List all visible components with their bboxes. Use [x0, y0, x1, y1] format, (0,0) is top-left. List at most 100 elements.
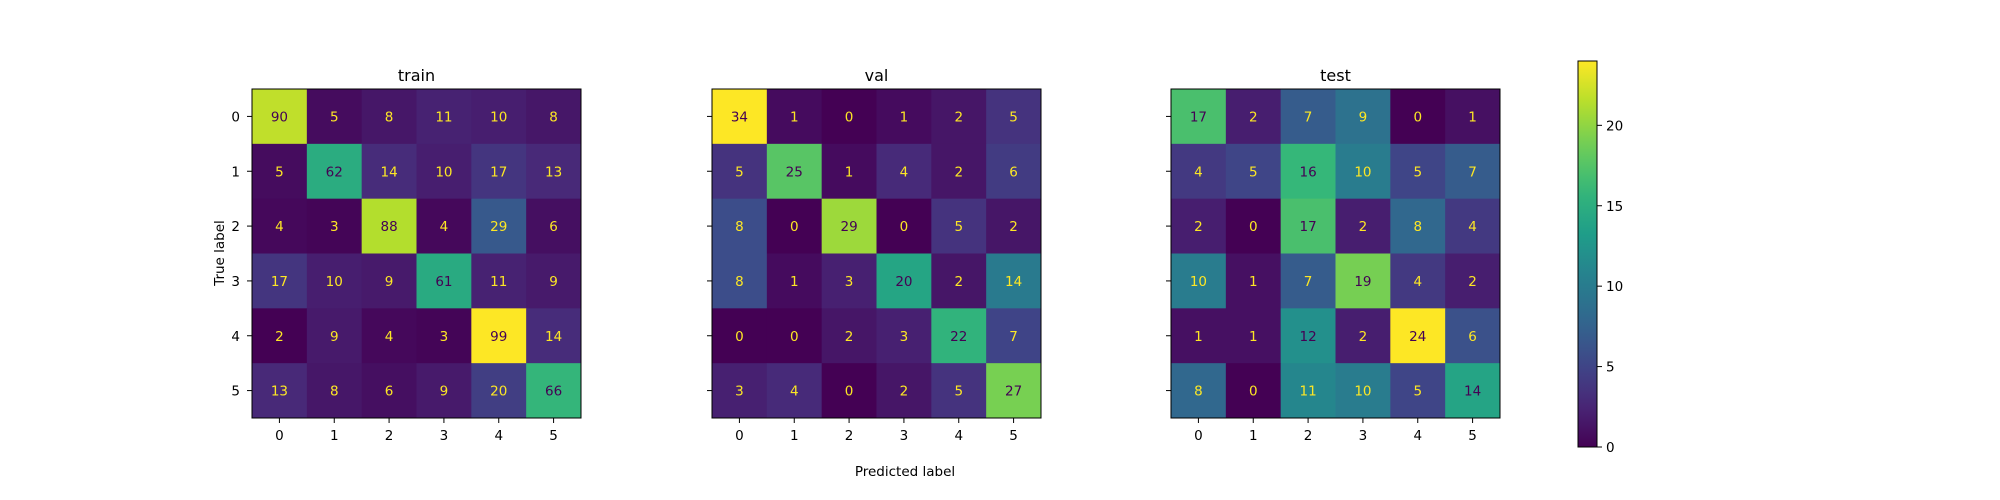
- matrix-cell: [252, 198, 308, 254]
- cell-value-label: 6: [385, 384, 394, 400]
- matrix-cell: [361, 143, 417, 200]
- matrix-cell: [1390, 89, 1446, 145]
- cell-value-label: 62: [326, 164, 343, 180]
- matrix-cell: [712, 253, 768, 309]
- matrix-cell: [416, 143, 472, 200]
- matrix-cell: [361, 308, 417, 364]
- matrix-cell: [416, 198, 472, 254]
- cell-value-label: 4: [275, 219, 284, 235]
- cell-value-label: 20: [895, 274, 912, 290]
- x-tick-label: 4: [494, 428, 503, 444]
- matrix-cell: [1280, 308, 1336, 364]
- x-tick-label: 1: [330, 428, 339, 444]
- confusion-matrix-val: 34 1 0 1 2 55 25 1 4 2 68 0 29 0 5 28 1 3 20 2 140 0 2 3 22 73 4 0 2…: [707, 66, 1042, 444]
- x-tick-label: 1: [790, 428, 799, 444]
- matrix-cell: [1225, 143, 1282, 200]
- cell-value-label: 1: [790, 109, 799, 125]
- matrix-cell: [1445, 308, 1501, 364]
- cell-value-label: 1: [845, 164, 854, 180]
- matrix-cell: [712, 198, 768, 254]
- matrix-cell: [712, 89, 768, 145]
- colorbar: 0 5 10 15 20: [1577, 60, 1623, 456]
- x-tick-label: 1: [1249, 428, 1258, 444]
- panel-title: val: [865, 66, 889, 85]
- cell-value-label: 7: [1009, 329, 1018, 345]
- matrix-cell: [306, 198, 363, 254]
- cell-value-label: 13: [271, 384, 288, 400]
- cell-value-label: 5: [954, 219, 963, 235]
- matrix-cell: [876, 308, 932, 364]
- matrix-cell: [1445, 198, 1501, 254]
- cell-value-label: 12: [1299, 329, 1316, 345]
- cell-value-label: 19: [1354, 274, 1371, 290]
- cell-value-label: 6: [549, 219, 558, 235]
- matrix-cell: [1390, 143, 1446, 200]
- cell-value-label: 8: [1194, 384, 1203, 400]
- matrix-cell: [252, 308, 308, 364]
- matrix-cell: [1445, 253, 1501, 309]
- matrix-cell: [766, 308, 823, 364]
- axes-frame: [251, 88, 582, 419]
- x-tick-label: 0: [275, 428, 284, 444]
- matrix-cell: [821, 253, 877, 309]
- matrix-cell: [252, 363, 308, 419]
- matrix-cell: [1445, 363, 1501, 419]
- matrix-cell: [306, 89, 363, 145]
- cell-value-label: 0: [845, 384, 854, 400]
- cell-value-label: 1: [1249, 274, 1258, 290]
- cell-value-label: 4: [790, 384, 799, 400]
- cell-value-label: 2: [900, 384, 909, 400]
- matrix-cell: [821, 89, 877, 145]
- matrix-cell: [1225, 308, 1282, 364]
- matrix-cell: [361, 198, 417, 254]
- cell-value-label: 5: [275, 164, 284, 180]
- cell-value-label: 17: [490, 164, 507, 180]
- cell-value-label: 10: [490, 109, 507, 125]
- matrix-cell: [876, 253, 932, 309]
- matrix-cell: [712, 143, 768, 200]
- x-tick-label: 0: [735, 428, 744, 444]
- axes-frame: [1170, 88, 1501, 419]
- cell-value-label: 29: [840, 219, 857, 235]
- matrix-cell: [986, 89, 1042, 145]
- confusion-matrix-train: 90 5 8 11 10 85 62 14 10 17 134 3 88 4 29 617 10 9 61 11 92 9…: [231, 66, 582, 444]
- cell-value-label: 4: [1194, 164, 1203, 180]
- cell-value-label: 2: [1468, 274, 1477, 290]
- cell-value-label: 16: [1299, 164, 1316, 180]
- matrix-cell: [766, 198, 823, 254]
- matrix-cell: [931, 143, 987, 200]
- matrix-cell: [876, 363, 932, 419]
- matrix-cell: [821, 363, 877, 419]
- cell-value-label: 4: [1468, 219, 1477, 235]
- matrix-cell: [526, 308, 582, 364]
- colorbar-tick-label: 20: [1606, 118, 1623, 134]
- cell-value-label: 9: [1359, 109, 1368, 125]
- x-tick-label: 3: [440, 428, 449, 444]
- matrix-cell: [1280, 143, 1336, 200]
- cell-value-label: 3: [440, 329, 449, 345]
- matrix-cell: [1171, 89, 1227, 145]
- cell-value-label: 4: [440, 219, 449, 235]
- matrix-cell: [821, 308, 877, 364]
- cell-value-label: 0: [790, 219, 799, 235]
- cell-value-label: 7: [1304, 109, 1313, 125]
- y-tick-label: 4: [231, 329, 240, 345]
- matrix-cell: [986, 253, 1042, 309]
- colorbar-gradient: [1577, 60, 1598, 448]
- x-tick-label: 3: [1359, 428, 1368, 444]
- matrix-cell: [931, 89, 987, 145]
- cell-value-label: 5: [954, 384, 963, 400]
- matrix-cell: [1171, 143, 1227, 200]
- cell-value-label: 3: [900, 329, 909, 345]
- cell-value-label: 5: [1249, 164, 1258, 180]
- cell-value-label: 17: [1299, 219, 1316, 235]
- colorbar-tick-label: 10: [1606, 279, 1623, 295]
- x-tick-label: 5: [1468, 428, 1477, 444]
- matrix-cell: [416, 253, 472, 309]
- matrix-cell: [1280, 89, 1336, 145]
- cell-value-label: 5: [1413, 164, 1422, 180]
- cell-value-label: 17: [271, 274, 288, 290]
- matrix-cell: [1171, 253, 1227, 309]
- matrix-cell: [766, 143, 823, 200]
